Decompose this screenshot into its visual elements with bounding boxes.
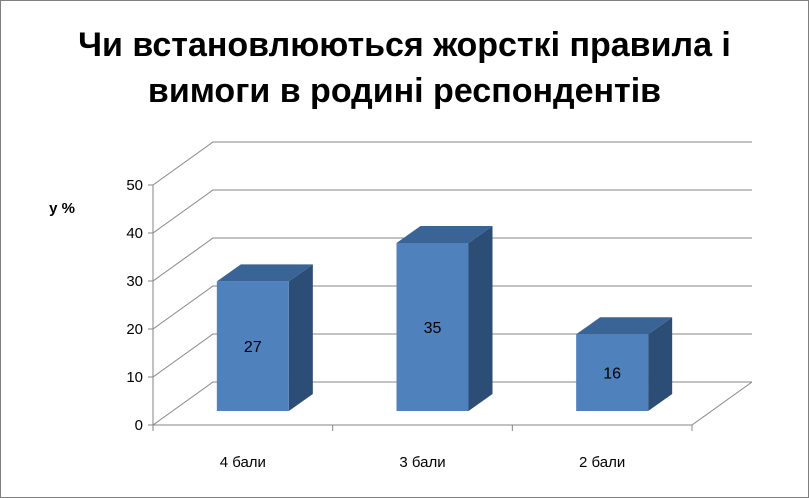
y-axis (148, 184, 693, 431)
bar (216, 281, 289, 411)
bar-side (648, 317, 673, 411)
gridline (152, 189, 752, 234)
gridline (152, 285, 752, 330)
gridline (152, 333, 752, 378)
x-tick-label: 3 бали (399, 454, 445, 471)
chart-title-line-2: вимоги в родині респондентів (147, 72, 662, 110)
y-tick-label: 50 (126, 177, 143, 194)
y-axis-label: у % (49, 200, 75, 217)
data-label: 35 (424, 320, 442, 337)
y-tick-label: 0 (135, 417, 143, 434)
gridline (152, 381, 752, 426)
y-tick-label: 20 (126, 321, 143, 338)
y-tick-label: 10 (126, 369, 143, 386)
bar (396, 243, 469, 411)
x-tick-label: 2 бали (579, 454, 625, 471)
gridline (152, 141, 752, 186)
x-tick-label: 4 бали (220, 454, 266, 471)
data-label: 27 (244, 339, 262, 356)
bar-top (216, 264, 313, 282)
gridlines (152, 141, 752, 426)
bar-top (576, 317, 673, 335)
gridline (152, 237, 752, 282)
chart-title-line-1: Чи встановлюються жорсткі правила і (78, 26, 731, 64)
y-tick-label: 40 (126, 225, 143, 242)
bar (576, 334, 649, 411)
data-label: 16 (603, 366, 621, 383)
y-tick-label: 30 (126, 273, 143, 290)
labels: 0 10 20 30 40 50 27 4 бали 35 3 бали 16 2 бали (126, 177, 625, 471)
bar-side (468, 226, 493, 411)
bar-top (396, 226, 493, 243)
bars (216, 226, 673, 411)
bar-side (288, 264, 313, 411)
chart-title: Чи встановлюються жорсткі правила і вимо… (0, 22, 809, 114)
